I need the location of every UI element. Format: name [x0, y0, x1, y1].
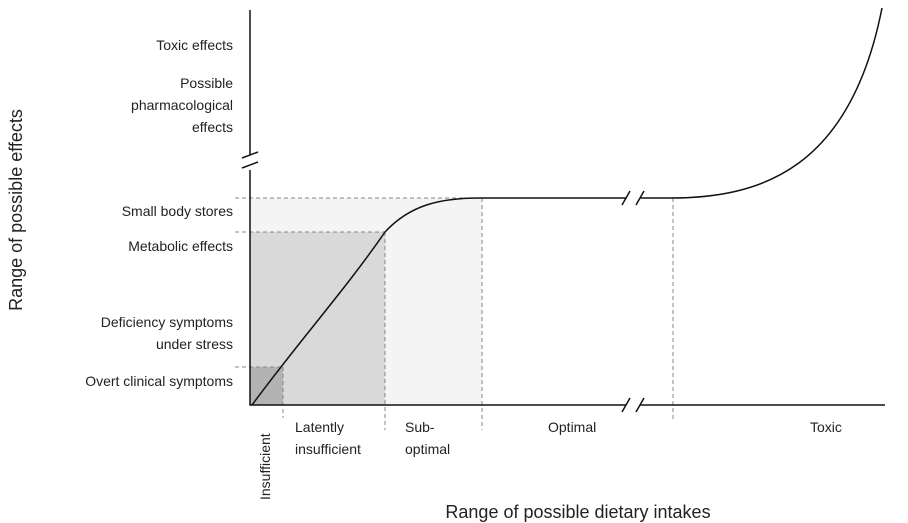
effect-level-label: Toxic effects	[156, 37, 233, 53]
intake-zone-label: Insufficient	[257, 433, 273, 500]
response-curve	[251, 7, 883, 406]
effect-level-label: under stress	[156, 336, 233, 352]
effect-level-label: Deficiency symptoms	[101, 314, 233, 330]
curve-break	[621, 190, 645, 206]
effect-level-label: Metabolic effects	[128, 238, 233, 254]
effect-level-label: effects	[192, 119, 233, 135]
x-axis-label: Range of possible dietary intakes	[445, 502, 710, 522]
intake-zone-label: Sub-	[405, 419, 435, 435]
effect-level-label: Small body stores	[122, 203, 233, 219]
axes	[241, 10, 885, 413]
y-axis-label: Range of possible effects	[6, 109, 26, 311]
intake-zone-label: insufficient	[295, 441, 361, 457]
effect-level-label: Possible	[180, 75, 233, 91]
intake-zone-label: optimal	[405, 441, 450, 457]
effect-level-label: Overt clinical symptoms	[85, 373, 233, 389]
intake-zone-label: Toxic	[810, 419, 842, 435]
effect-level-label: pharmacological	[131, 97, 233, 113]
intake-zone-label: Latently	[295, 419, 344, 435]
intake-zone-label: Optimal	[548, 419, 596, 435]
guides	[235, 197, 674, 430]
